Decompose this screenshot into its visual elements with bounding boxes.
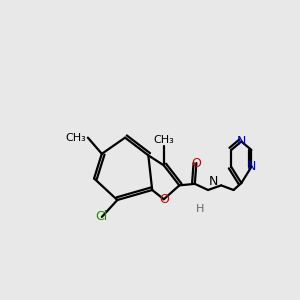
Text: N: N xyxy=(247,160,256,173)
Text: CH₃: CH₃ xyxy=(66,133,86,142)
Text: N: N xyxy=(209,176,218,188)
Text: CH₃: CH₃ xyxy=(153,135,174,145)
Text: O: O xyxy=(159,193,169,206)
Text: O: O xyxy=(191,157,201,169)
Text: N: N xyxy=(237,135,246,148)
Text: Cl: Cl xyxy=(96,211,108,224)
Text: H: H xyxy=(196,204,204,214)
